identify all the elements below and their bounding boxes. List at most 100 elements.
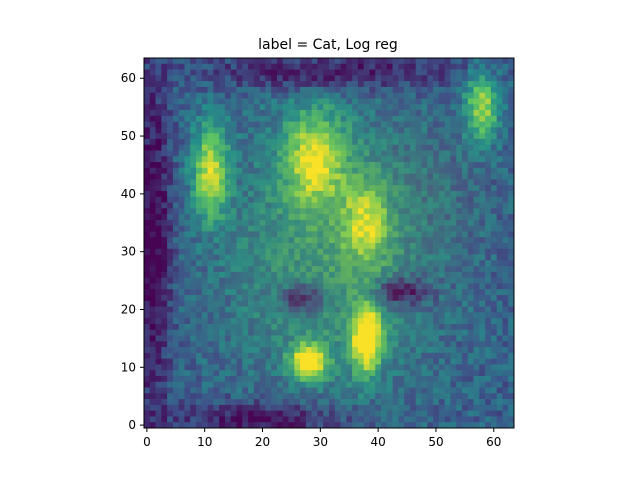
heatmap-cell	[149, 138, 156, 146]
heatmap-cell	[276, 358, 284, 365]
heatmap-cell	[450, 375, 457, 383]
heatmap-cell	[427, 323, 434, 331]
heatmap-cell	[323, 167, 330, 174]
heatmap-cell	[259, 329, 266, 336]
heatmap-cell	[144, 121, 151, 128]
heatmap-cell	[196, 260, 203, 267]
heatmap-cell	[392, 121, 399, 128]
heatmap-cell	[317, 329, 324, 336]
heatmap-cell	[485, 254, 492, 261]
heatmap-cell	[167, 219, 174, 227]
heatmap-cell	[248, 162, 255, 169]
heatmap-cell	[271, 347, 278, 354]
heatmap-cell	[323, 410, 330, 417]
heatmap-cell	[323, 237, 330, 244]
heatmap-cell	[276, 190, 284, 198]
heatmap-cell	[265, 399, 272, 406]
heatmap-cell	[363, 381, 370, 388]
heatmap-cell	[450, 295, 457, 302]
heatmap-cell	[398, 167, 405, 174]
heatmap-cell	[386, 219, 393, 227]
heatmap-cell	[184, 202, 191, 209]
heatmap-cell	[357, 399, 365, 406]
heatmap-cell	[161, 208, 168, 215]
heatmap-cell	[294, 381, 301, 388]
heatmap-cell	[473, 295, 480, 302]
heatmap-cell	[207, 58, 214, 65]
heatmap-cell	[259, 341, 266, 348]
heatmap-cell	[207, 185, 214, 192]
heatmap-cell	[467, 347, 474, 354]
heatmap-cell	[381, 375, 388, 383]
heatmap-cell	[224, 58, 232, 65]
heatmap-cell	[311, 63, 318, 70]
heatmap-cell	[230, 399, 237, 406]
heatmap-cell	[311, 231, 318, 238]
heatmap-cell	[317, 214, 324, 221]
heatmap-cell	[178, 341, 185, 348]
heatmap-cell	[201, 173, 208, 180]
heatmap-cell	[357, 63, 365, 70]
heatmap-cell	[219, 295, 226, 302]
heatmap-cell	[236, 190, 243, 198]
heatmap-cell	[352, 404, 359, 412]
heatmap-cell	[230, 190, 237, 198]
heatmap-cell	[433, 196, 440, 203]
heatmap-cell	[381, 173, 388, 180]
heatmap-cell	[375, 219, 382, 227]
heatmap-cell	[485, 271, 492, 279]
heatmap-cell	[167, 69, 174, 76]
heatmap-cell	[282, 416, 289, 423]
heatmap-cell	[490, 295, 498, 302]
heatmap-cell	[236, 277, 243, 284]
heatmap-cell	[311, 208, 318, 215]
heatmap-cell	[224, 86, 232, 94]
heatmap-cell	[149, 237, 156, 244]
heatmap-cell	[236, 167, 243, 174]
heatmap-cell	[473, 393, 480, 400]
heatmap-cell	[259, 404, 266, 412]
heatmap-cell	[224, 121, 232, 128]
heatmap-cell	[282, 115, 289, 122]
heatmap-cell	[381, 133, 388, 140]
heatmap-cell	[236, 156, 243, 163]
heatmap-cell	[421, 98, 428, 105]
heatmap-cell	[502, 92, 509, 99]
heatmap-cell	[456, 266, 463, 273]
heatmap-cell	[207, 115, 214, 122]
heatmap-cell	[369, 173, 376, 180]
heatmap-cell	[144, 115, 151, 122]
heatmap-cell	[392, 399, 399, 406]
heatmap-cell	[317, 190, 324, 198]
heatmap-cell	[421, 104, 428, 111]
heatmap-cell	[323, 86, 330, 94]
heatmap-cell	[253, 133, 260, 140]
heatmap-cell	[479, 121, 486, 128]
heatmap-cell	[276, 162, 284, 169]
heatmap-cell	[444, 75, 451, 82]
heatmap-cell	[369, 393, 376, 400]
heatmap-cell	[317, 138, 324, 146]
heatmap-cell	[496, 277, 503, 284]
heatmap-cell	[184, 271, 191, 279]
heatmap-cell	[248, 381, 255, 388]
heatmap-cell	[461, 422, 469, 429]
heatmap-cell	[178, 92, 185, 99]
heatmap-cell	[398, 92, 405, 99]
heatmap-cell	[375, 138, 382, 146]
heatmap-cell	[357, 202, 365, 209]
heatmap-cell	[357, 422, 365, 429]
heatmap-cell	[427, 329, 434, 336]
heatmap-cell	[271, 202, 278, 209]
heatmap-cell	[438, 341, 445, 348]
heatmap-cell	[167, 370, 174, 377]
heatmap-cell	[461, 243, 469, 250]
heatmap-cell	[485, 225, 492, 232]
heatmap-cell	[323, 173, 330, 180]
heatmap-cell	[184, 370, 191, 377]
heatmap-cell	[398, 237, 405, 244]
heatmap-cell	[300, 248, 307, 255]
heatmap-cell	[236, 295, 243, 302]
heatmap-cell	[236, 104, 243, 111]
heatmap-cell	[508, 375, 515, 383]
